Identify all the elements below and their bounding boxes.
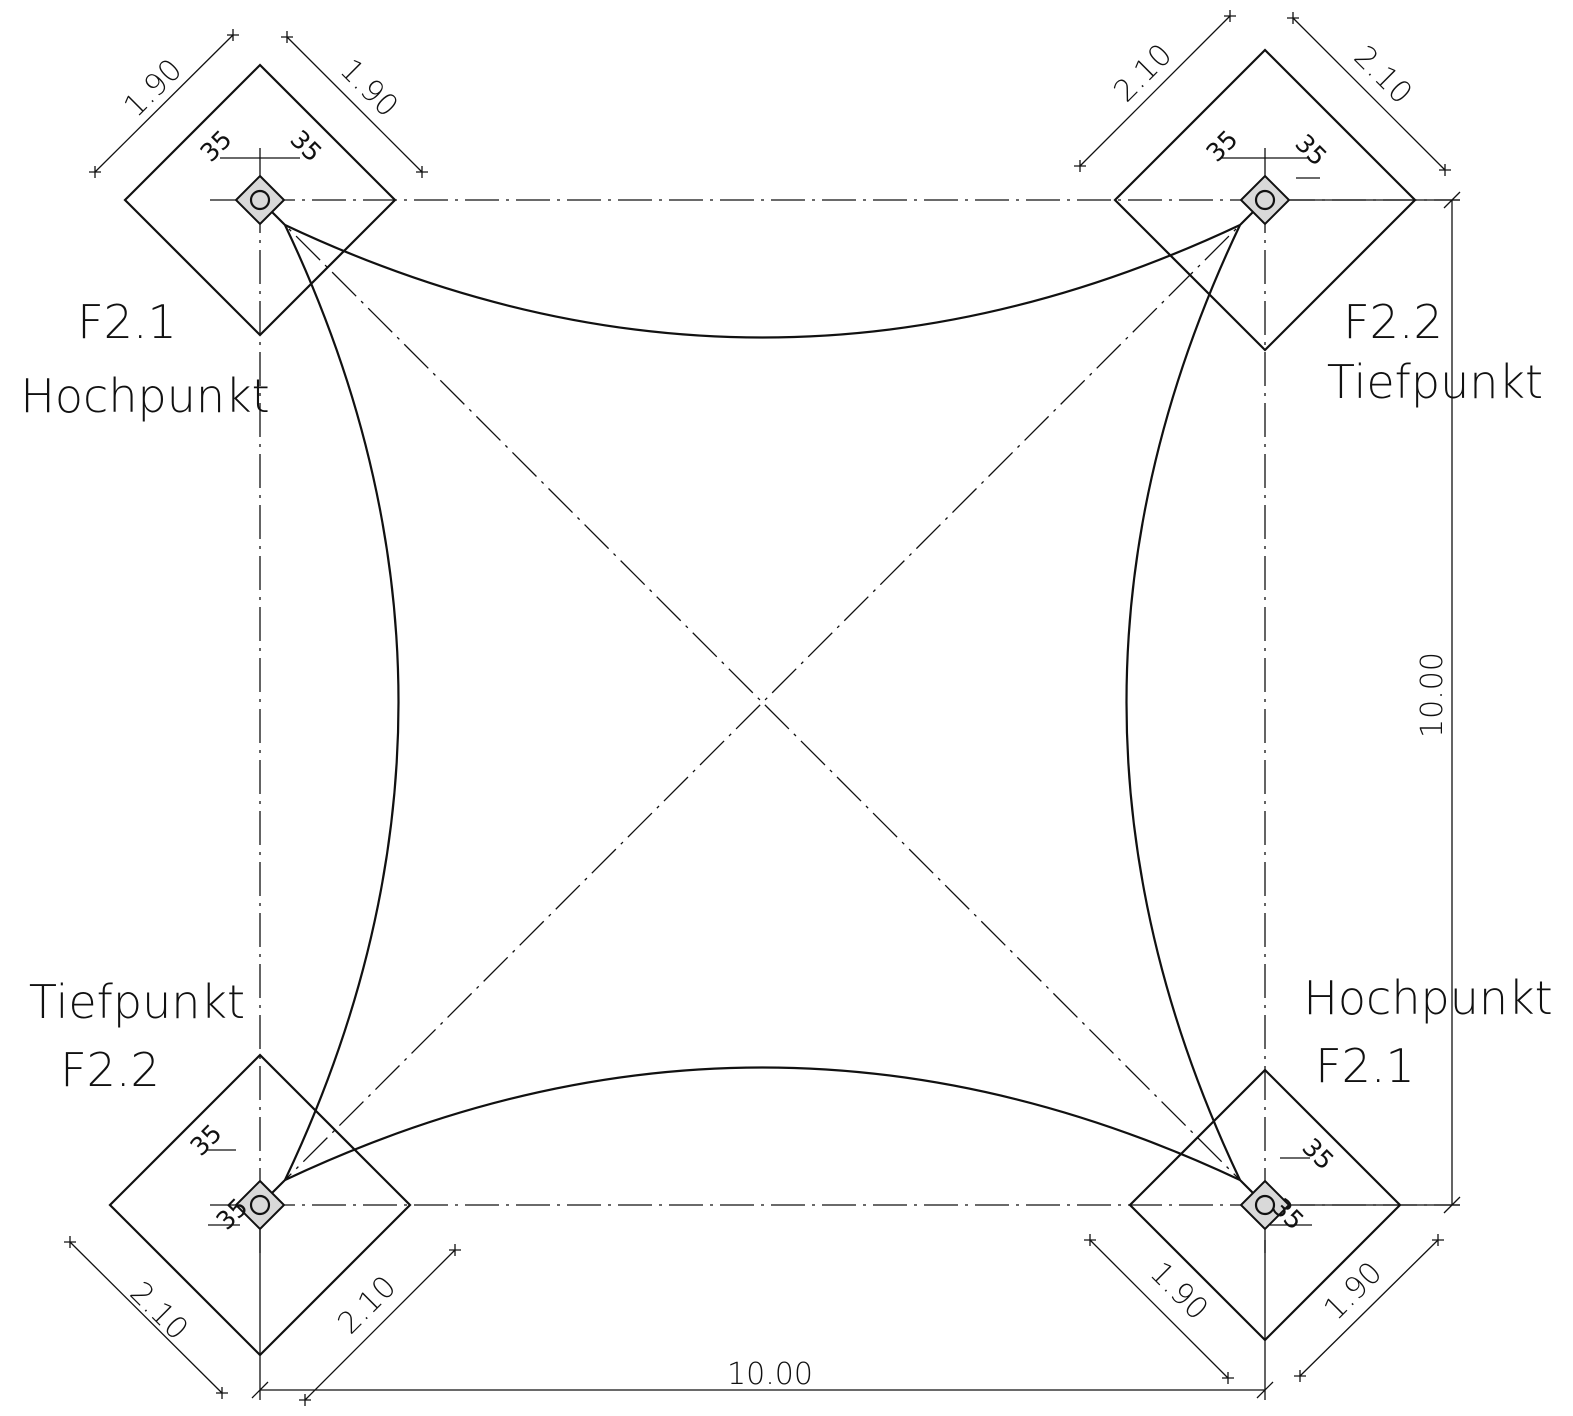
overall-height-label: 10.00 [1415, 652, 1450, 738]
dim-br-a: 1.90 [1143, 1255, 1215, 1327]
dim-bl-a: 2.10 [123, 1275, 195, 1347]
label-bottom-right-type: Hochpunkt [1303, 971, 1552, 1025]
dim-tr-a: 2.10 [1107, 37, 1179, 109]
label-bottom-left-id: F2.2 [60, 1043, 160, 1097]
offset-tr-a: 35 [1200, 124, 1243, 167]
label-top-right-type: Tiefpunkt [1327, 355, 1543, 409]
dim-br-b: 1.90 [1317, 1255, 1389, 1327]
offset-tl-a: 35 [194, 124, 237, 167]
label-bottom-right-id: F2.1 [1315, 1039, 1415, 1093]
label-top-right-id: F2.2 [1343, 295, 1443, 349]
overall-width-label: 10.00 [727, 1357, 813, 1392]
dim-tr-b: 2.10 [1347, 39, 1419, 111]
dim-bl-b: 2.10 [331, 1269, 403, 1341]
label-top-left-id: F2.1 [77, 295, 177, 349]
label-top-left-type: Hochpunkt [20, 369, 269, 423]
offset-tr-b: 35 [1290, 128, 1333, 171]
offset-tl-b: 35 [285, 124, 328, 167]
dim-tl-b: 1.90 [333, 52, 405, 124]
offset-ticks [206, 158, 1320, 1225]
label-bottom-left-type: Tiefpunkt [29, 975, 245, 1029]
